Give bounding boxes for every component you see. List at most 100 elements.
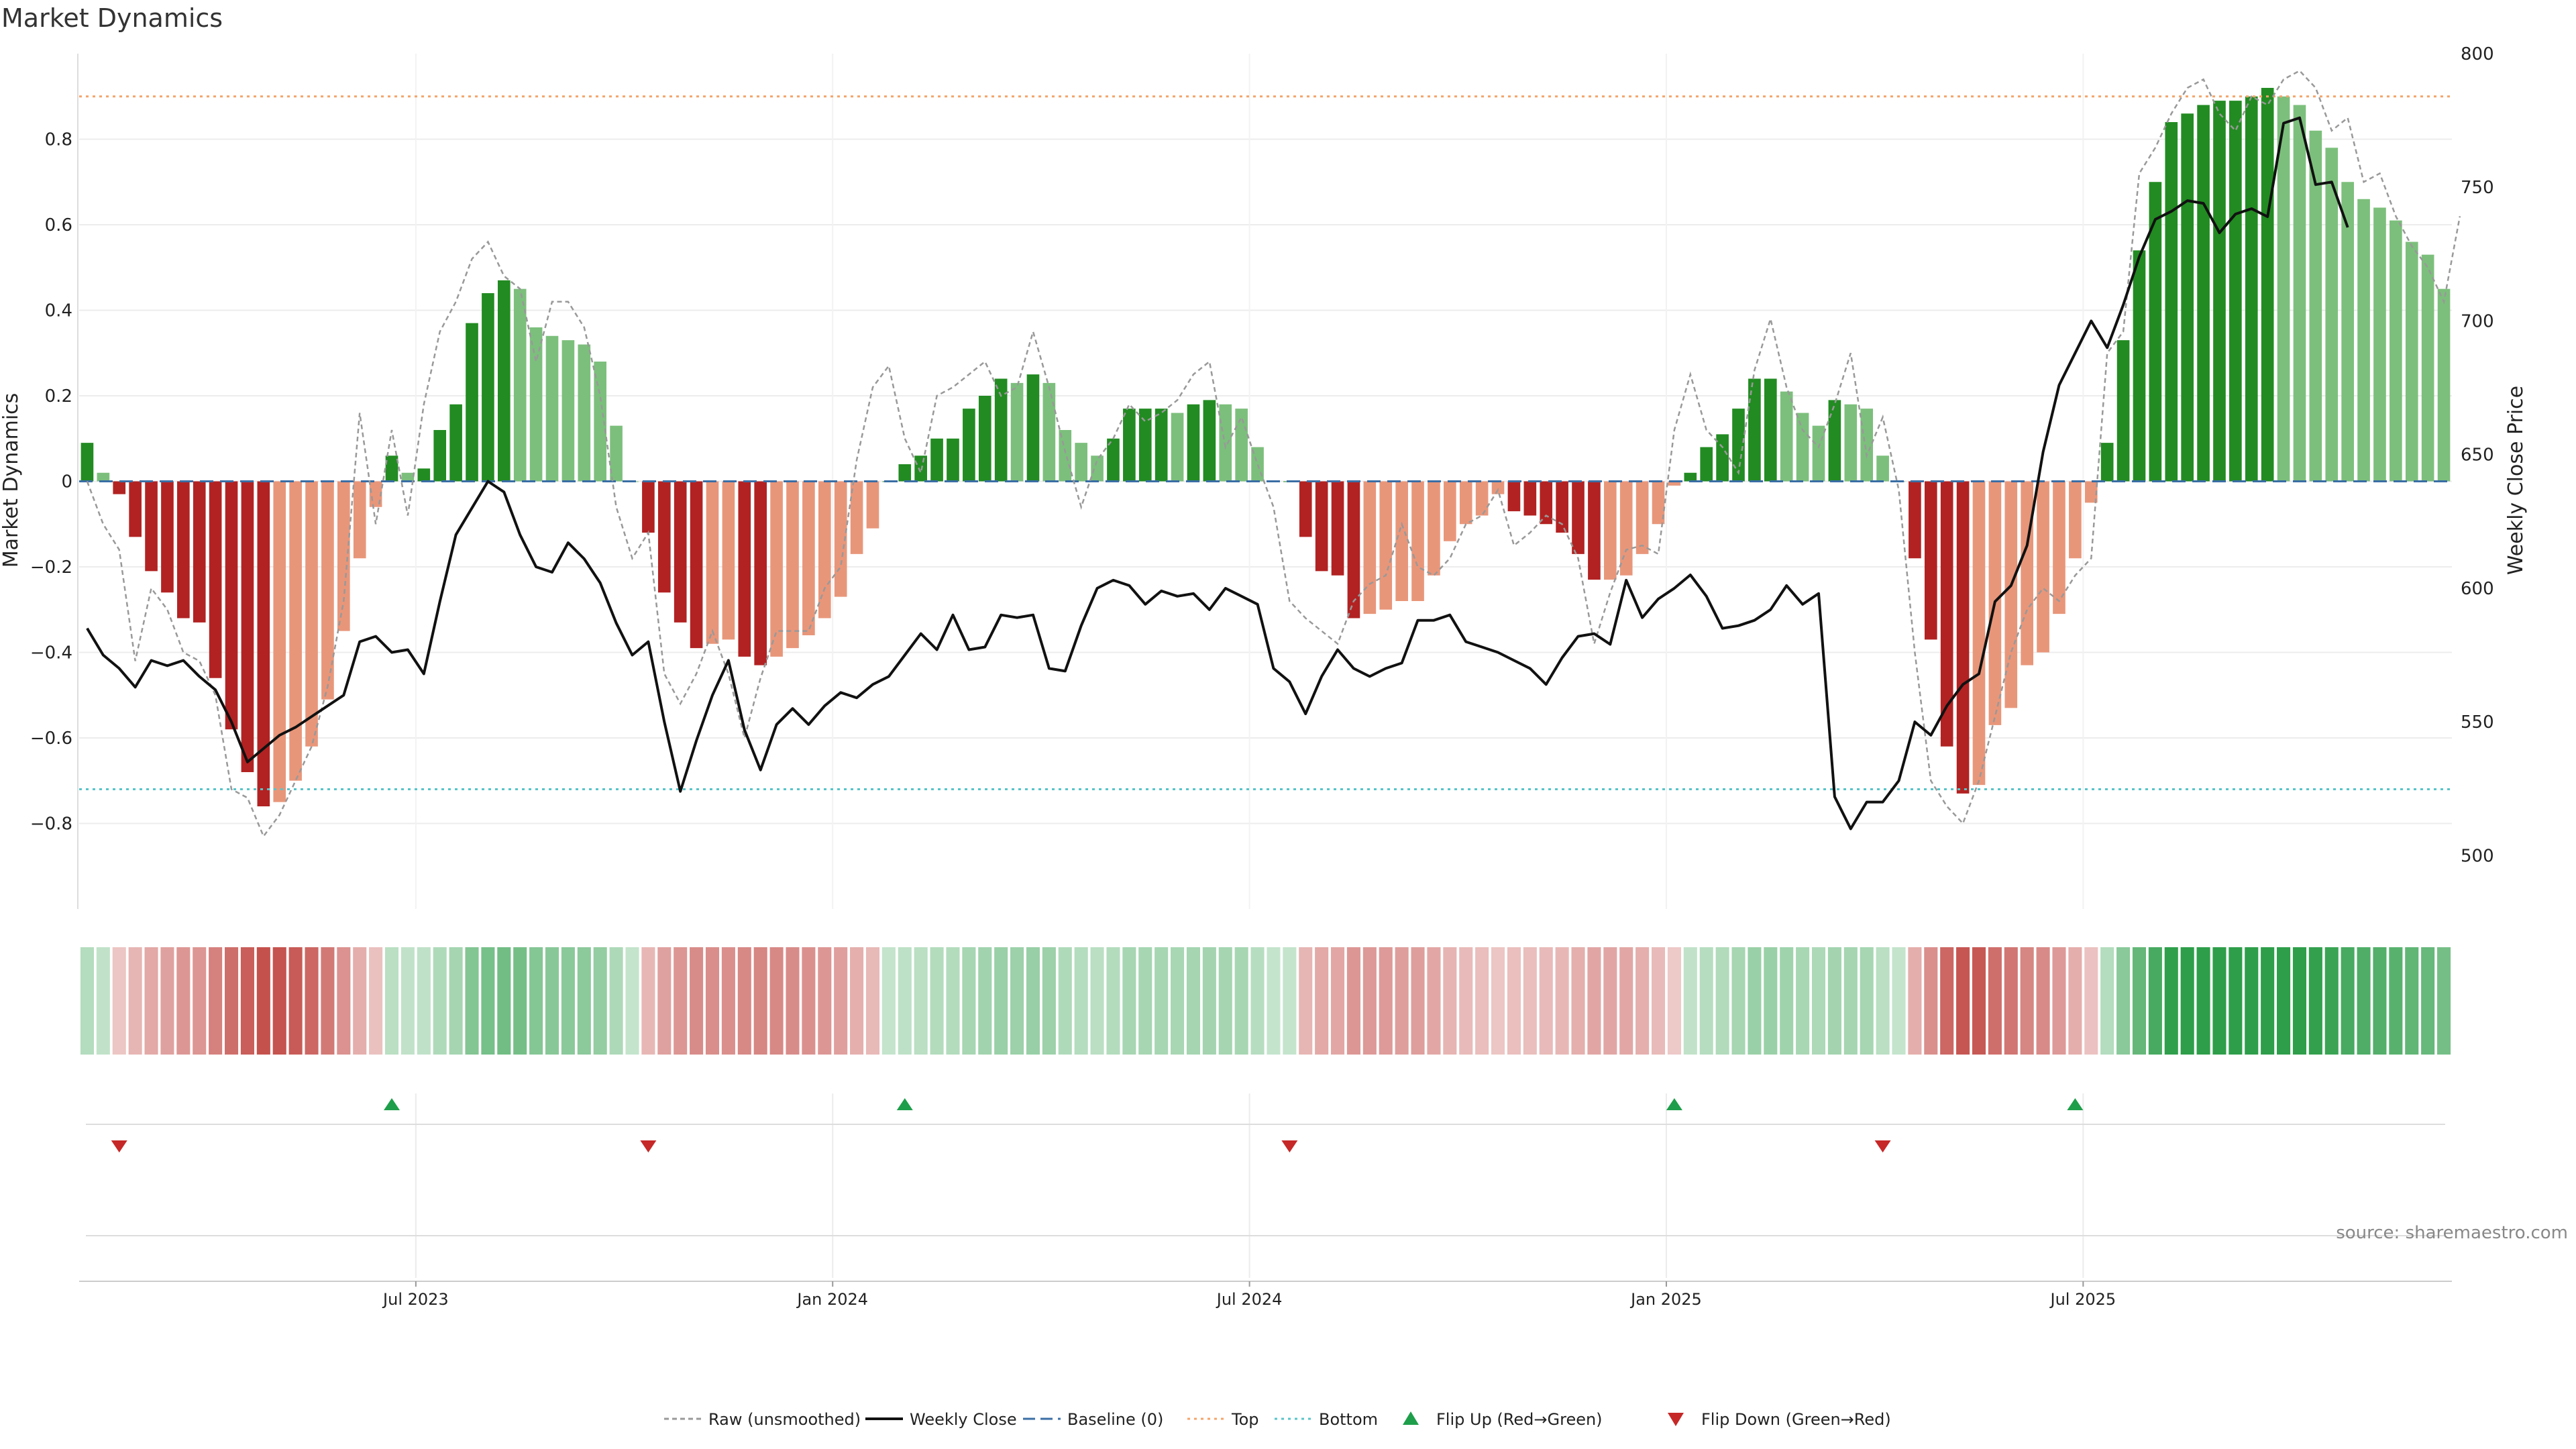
ribbon-cell [1411,947,1425,1055]
dynamics-bar [1075,443,1087,482]
ribbon-cell [1346,947,1360,1055]
legend-label: Raw (unsmoothed) [708,1410,861,1429]
ribbon-cell [2357,947,2371,1055]
dynamics-bar [2181,113,2194,482]
dynamics-bar [1732,409,1745,482]
dynamics-bar [898,464,912,482]
ribbon-cell [1491,947,1505,1055]
ribbon-cell [2004,947,2018,1055]
ribbon-cell [2229,947,2243,1055]
ribbon-cell [1106,947,1120,1055]
dynamics-bar [401,472,415,482]
dynamics-bar [385,455,398,482]
dynamics-bar [1748,378,1761,482]
dynamics-bar [1155,409,1168,482]
ribbon-cell [1283,947,1297,1055]
dynamics-bar [1138,409,1152,482]
ribbon-cell [1042,947,1056,1055]
flip-markers [86,1098,2445,1236]
ribbon-cell [946,947,960,1055]
ribbon-cell [1331,947,1345,1055]
ribbon-cell [1619,947,1633,1055]
ribbon-cell [272,947,286,1055]
dynamics-bar [2373,207,2386,482]
dynamics-bar [706,481,719,644]
legend-item-flip-down: Flip Down (Green→Red) [1668,1410,1891,1429]
flip-up-marker [896,1098,913,1110]
ribbon-cell [786,947,800,1055]
y-tick-right: 600 [2461,579,2494,599]
dynamics-bar [353,481,366,559]
ribbon-cell [1315,947,1329,1055]
dynamics-bar [1123,409,1136,482]
ribbon-cell [2148,947,2162,1055]
y-tick-left: −0.6 [30,729,72,749]
ribbon-cell [160,947,174,1055]
y-tick-left: 0.4 [45,301,72,321]
ribbon-cell [2245,947,2259,1055]
ribbon-cell [1731,947,1746,1055]
ribbon-cell [1811,947,1826,1055]
legend-swatch [1668,1413,1684,1426]
ribbon-cell [1908,947,1922,1055]
dynamics-bar [2069,481,2082,559]
dynamics-bar [2037,481,2049,653]
ribbon-cell [112,947,126,1055]
ribbon-cell [1475,947,1489,1055]
y-axis-label-right: Weekly Close Price [2504,386,2528,575]
dynamics-bar [2293,105,2306,482]
y-tick-right: 700 [2461,311,2494,331]
dynamics-bar [947,438,959,482]
dynamics-bar [2390,220,2402,482]
x-tick-label: Jul 2024 [1216,1290,1283,1309]
ribbon-cell [1058,947,1072,1055]
dynamics-bar [1187,404,1200,482]
dynamics-bar [113,481,126,494]
ribbon-cell [513,947,527,1055]
dynamics-bar [1860,409,1874,482]
grid [79,54,2452,1278]
dynamics-bar [482,293,494,482]
dynamics-bar [850,481,863,554]
dynamics-bar [2021,481,2034,665]
legend-label: Bottom [1319,1410,1378,1429]
ribbon-cell [2036,947,2050,1055]
dynamics-bar [497,280,511,482]
dynamics-bar [1363,481,1377,614]
ribbon-cell [481,947,495,1055]
dynamics-bar [257,481,270,806]
dynamics-bar [1331,481,1344,576]
ribbon-cell [1843,947,1858,1055]
dynamics-bar [545,335,559,482]
dynamics-bar [1315,481,1328,572]
dynamics-bar [978,396,991,482]
ribbon-cell [1362,947,1377,1055]
dynamics-bar [80,443,94,482]
dynamics-bar [2325,148,2339,482]
ribbon-cell [898,947,912,1055]
dynamics-bar [561,340,575,482]
dynamics-bar [1107,438,1120,482]
dynamics-bar [1716,434,1729,482]
dynamics-bar [866,481,879,529]
dynamics-bar [786,481,799,649]
dynamics-bar [1395,481,1408,601]
dynamics-bar [225,481,238,730]
dynamics-bar [2053,481,2065,614]
dynamics-bar [2116,340,2130,482]
flip-down-marker [640,1140,657,1152]
ribbon-cell [1940,947,1954,1055]
dynamics-bar [209,481,222,678]
ribbon-cell [1523,947,1537,1055]
legend: Raw (unsmoothed) Weekly Close Baseline (0)… [664,1410,1891,1429]
ribbon-cell [818,947,832,1055]
ribbon-cell [1010,947,1024,1055]
ribbon-cell [1443,947,1457,1055]
ribbon-cell [1026,947,1040,1055]
dynamics-bar [2084,481,2098,503]
ribbon-cell [400,947,415,1055]
ribbon-cell [1234,947,1248,1055]
legend-item-baseline: Baseline (0) [1023,1410,1163,1429]
ribbon-cell [2421,947,2435,1055]
